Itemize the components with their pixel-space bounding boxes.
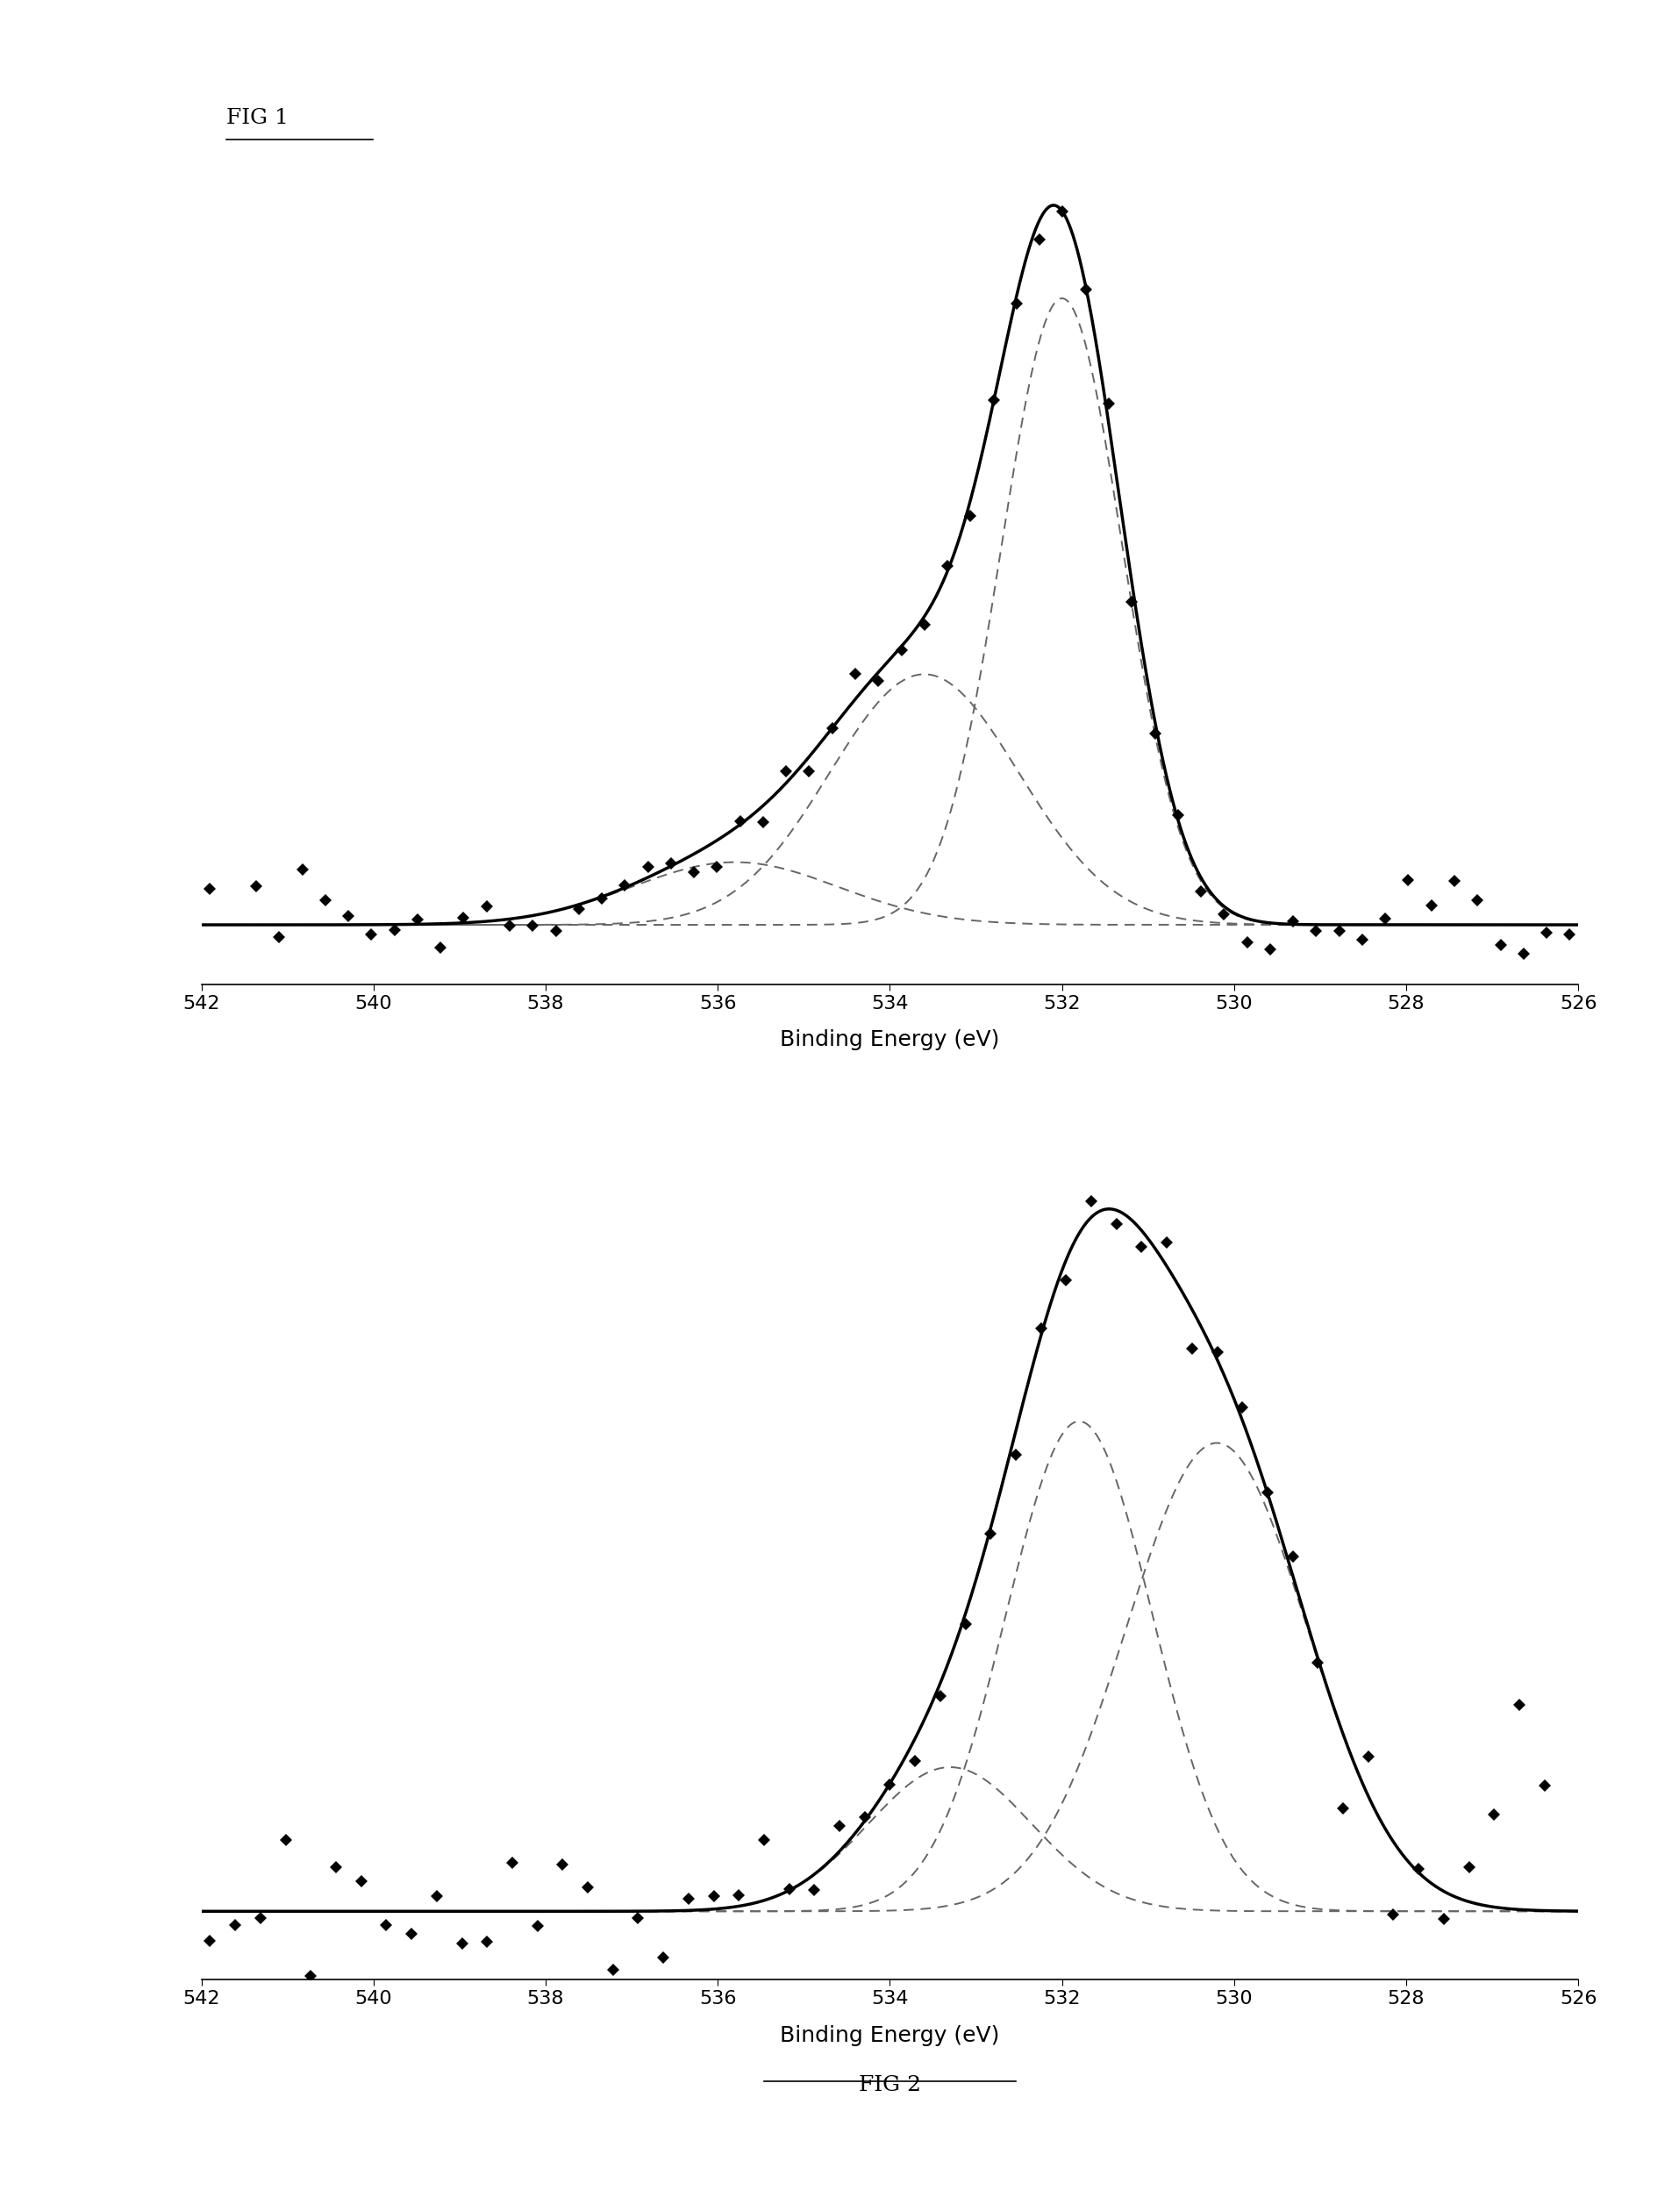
Text: FIG 2: FIG 2 <box>858 2075 922 2095</box>
X-axis label: Binding Energy (eV): Binding Energy (eV) <box>781 2024 999 2046</box>
Text: FIG 1: FIG 1 <box>227 108 289 128</box>
X-axis label: Binding Energy (eV): Binding Energy (eV) <box>781 1029 999 1051</box>
